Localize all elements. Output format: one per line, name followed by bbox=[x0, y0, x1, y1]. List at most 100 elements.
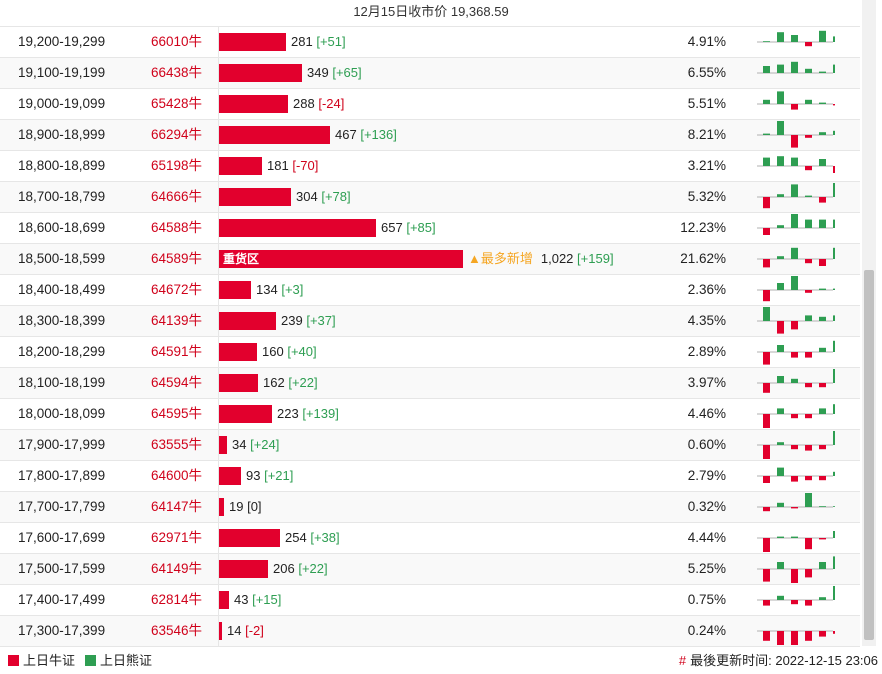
bull-code[interactable]: 64149牛 bbox=[151, 561, 203, 576]
bull-code[interactable]: 63546牛 bbox=[151, 623, 203, 638]
mini-chart-bar bbox=[763, 197, 770, 209]
strike-range: 18,200-18,299 bbox=[18, 344, 106, 359]
mini-chart-bar bbox=[819, 132, 826, 135]
table-row: 19,100-19,199 66438牛 349 [+65] 6.55% bbox=[0, 58, 860, 89]
volume-info: 134 [+3] bbox=[256, 275, 303, 305]
mini-chart bbox=[757, 61, 835, 74]
bull-code[interactable]: 63555牛 bbox=[151, 437, 203, 452]
volume-info: 304 [+78] bbox=[296, 182, 351, 212]
table-row: 18,800-18,899 65198牛 181 [-70] 3.21% bbox=[0, 151, 860, 182]
volume-change: [+51] bbox=[316, 34, 346, 49]
bull-code[interactable]: 62814牛 bbox=[151, 592, 203, 607]
bull-code[interactable]: 62971牛 bbox=[151, 530, 203, 545]
mini-chart-bar bbox=[833, 315, 835, 321]
volume-bar bbox=[219, 467, 241, 485]
mini-chart-bar bbox=[791, 445, 798, 450]
volume-bar bbox=[219, 95, 288, 113]
volume-change: [+15] bbox=[252, 592, 282, 607]
table-row: 18,500-18,599 64589牛 重货区 ▲最多新增 1,022 [+159] 2… bbox=[0, 244, 860, 275]
volume-change: [+85] bbox=[406, 220, 436, 235]
volume-change: [+3] bbox=[281, 282, 304, 297]
volume-info: 239 [+37] bbox=[281, 306, 336, 336]
bull-code[interactable]: 66438牛 bbox=[151, 65, 203, 80]
volume-bar bbox=[219, 622, 222, 640]
volume-bar bbox=[219, 219, 376, 237]
mini-chart-bar bbox=[833, 104, 835, 106]
mini-chart-bar bbox=[777, 321, 784, 334]
volume-change: [+136] bbox=[360, 127, 397, 142]
mini-chart-bar bbox=[819, 30, 826, 42]
bull-code[interactable]: 64672牛 bbox=[151, 282, 203, 297]
mini-chart bbox=[757, 91, 835, 110]
mini-chart-bar bbox=[833, 340, 835, 352]
table-row: 17,700-17,799 64147牛 19 [0] 0.32% bbox=[0, 492, 860, 523]
bull-code[interactable]: 64589牛 bbox=[151, 251, 203, 266]
bull-code[interactable]: 64600牛 bbox=[151, 468, 203, 483]
mini-chart-bar bbox=[791, 35, 798, 42]
volume-change: [+22] bbox=[288, 375, 318, 390]
percent-share: 2.36% bbox=[687, 282, 726, 297]
mini-chart-bar bbox=[833, 404, 835, 414]
volume-bar bbox=[219, 405, 272, 423]
mini-chart-bar bbox=[805, 352, 812, 358]
mini-chart-bar bbox=[763, 445, 770, 459]
bull-code[interactable]: 66294牛 bbox=[151, 127, 203, 142]
mini-chart-bar bbox=[805, 290, 812, 293]
volume-info: 181 [-70] bbox=[267, 151, 318, 181]
percent-share: 6.55% bbox=[687, 65, 726, 80]
bull-code[interactable]: 64595牛 bbox=[151, 406, 203, 421]
volume-bar bbox=[219, 64, 302, 82]
mini-chart-bar bbox=[777, 562, 784, 569]
table-row: 19,200-19,299 66010牛 281 [+51] 4.91% bbox=[0, 27, 860, 58]
bull-code[interactable]: 65198牛 bbox=[151, 158, 203, 173]
bull-code[interactable]: 65428牛 bbox=[151, 96, 203, 111]
mini-chart bbox=[757, 156, 835, 173]
table-row: 17,500-17,599 64149牛 206 [+22] 5.25% bbox=[0, 554, 860, 585]
table-row: 19,000-19,099 65428牛 288 [-24] 5.51% bbox=[0, 89, 860, 120]
scrollbar[interactable] bbox=[862, 0, 876, 646]
strike-range: 17,700-17,799 bbox=[18, 499, 106, 514]
scrollbar-thumb[interactable] bbox=[864, 270, 874, 640]
bull-code[interactable]: 66010牛 bbox=[151, 34, 203, 49]
percent-share: 4.44% bbox=[687, 530, 726, 545]
mini-chart-bar bbox=[805, 476, 812, 481]
last-updated-text: 最後更新时间: 2022-12-15 23:06 bbox=[690, 653, 878, 668]
bull-code[interactable]: 64139牛 bbox=[151, 313, 203, 328]
mini-chart-bar bbox=[763, 507, 770, 512]
volume-info: 223 [+139] bbox=[277, 399, 339, 429]
mini-chart-bar bbox=[791, 135, 798, 148]
volume-bar bbox=[219, 188, 291, 206]
volume-change: [+139] bbox=[302, 406, 339, 421]
table-row: 17,400-17,499 62814牛 43 [+15] 0.75% bbox=[0, 585, 860, 616]
bull-code[interactable]: 64588牛 bbox=[151, 220, 203, 235]
volume-info: 43 [+15] bbox=[234, 585, 281, 615]
mini-chart-bar bbox=[791, 184, 798, 197]
volume-count: 14 bbox=[227, 623, 242, 638]
bull-code[interactable]: 64591牛 bbox=[151, 344, 203, 359]
mini-chart-bar bbox=[819, 562, 826, 569]
column-divider bbox=[218, 182, 219, 212]
percent-share: 8.21% bbox=[687, 127, 726, 142]
mini-chart-bar bbox=[763, 631, 770, 641]
mini-chart bbox=[757, 307, 835, 334]
volume-count: 288 bbox=[293, 96, 315, 111]
bull-code[interactable]: 64666牛 bbox=[151, 189, 203, 204]
mini-chart-bar bbox=[763, 41, 770, 42]
volume-change: [-70] bbox=[292, 158, 319, 173]
mini-chart-bar bbox=[833, 247, 835, 259]
percent-share: 0.75% bbox=[687, 592, 726, 607]
mini-chart-bar bbox=[777, 256, 784, 259]
mini-chart-bar bbox=[833, 556, 835, 569]
mini-chart-bar bbox=[805, 538, 812, 550]
distribution-table: 19,200-19,299 66010牛 281 [+51] 4.91% 19,100-… bbox=[0, 26, 860, 647]
strike-range: 17,800-17,899 bbox=[18, 468, 106, 483]
bull-code[interactable]: 64147牛 bbox=[151, 499, 203, 514]
mini-chart-bar bbox=[805, 42, 812, 47]
strike-range: 17,500-17,599 bbox=[18, 561, 106, 576]
mini-chart-bar bbox=[805, 135, 812, 138]
strike-range: 18,100-18,199 bbox=[18, 375, 106, 390]
table-row: 18,700-18,799 64666牛 304 [+78] 5.32% bbox=[0, 182, 860, 213]
bull-code[interactable]: 64594牛 bbox=[151, 375, 203, 390]
percent-share: 21.62% bbox=[680, 251, 726, 266]
mini-chart-bar bbox=[833, 586, 835, 600]
